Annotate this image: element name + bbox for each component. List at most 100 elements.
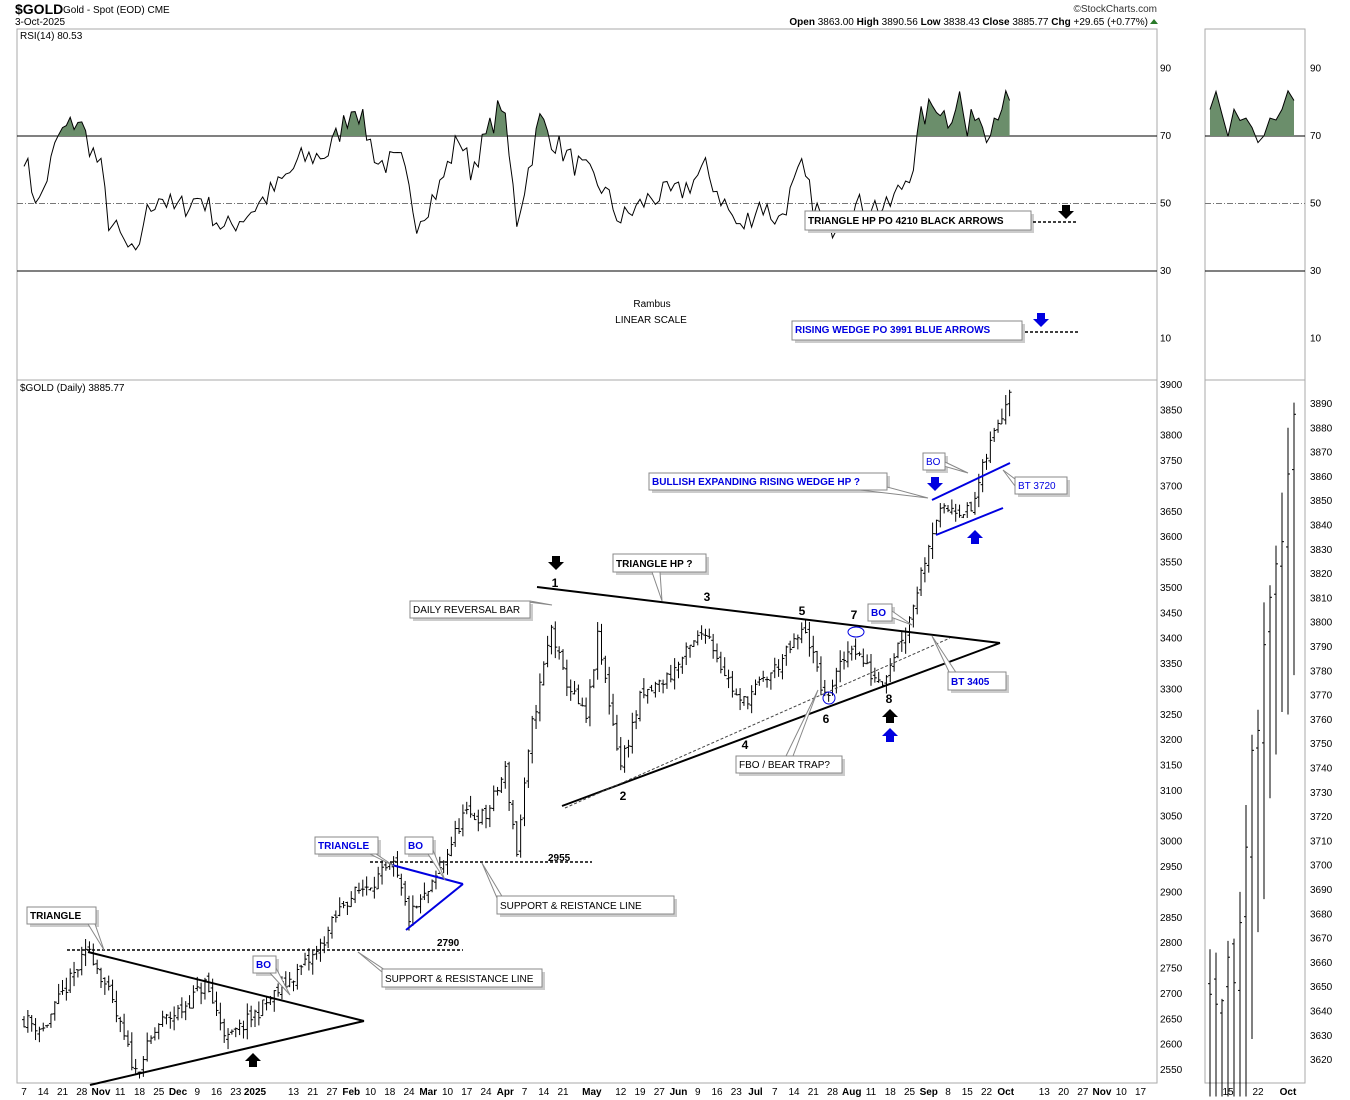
price-bar [534, 704, 539, 730]
x-tick-label: 25 [904, 1087, 916, 1098]
price-bar [168, 1011, 173, 1029]
x-tick-label: 27 [326, 1087, 338, 1098]
price-bar [256, 1001, 261, 1026]
price-bar [522, 777, 527, 827]
price-bar [503, 761, 508, 789]
price-bar [364, 876, 369, 896]
price-bar [857, 651, 862, 657]
x-tick-label: 8 [945, 1087, 951, 1098]
price-bar [799, 622, 804, 644]
price-bar [45, 1024, 50, 1028]
up-arrow-icon [245, 1053, 261, 1067]
price-bar [303, 952, 308, 966]
price-tick-label: 3150 [1160, 761, 1183, 772]
price-bar [718, 651, 723, 674]
price-bar [753, 679, 758, 696]
price-tick-label: 3450 [1160, 608, 1183, 619]
x-tick-label: 23 [230, 1087, 242, 1098]
price-bar [688, 644, 693, 658]
x-tick-label: 9 [695, 1087, 701, 1098]
price-bar [468, 795, 473, 818]
price-bar [199, 982, 204, 1005]
x-tick-label: 18 [134, 1087, 146, 1098]
price-bar [591, 669, 596, 689]
price-bar [260, 999, 265, 1017]
callout-box [947, 671, 1007, 691]
x-tick-label: 14 [38, 1087, 50, 1098]
callout-text: BO [408, 841, 423, 852]
scale-label: LINEAR SCALE [615, 315, 687, 326]
up-arrow-icon [882, 709, 898, 723]
zoom-rsi-panel [1204, 28, 1306, 381]
callout-text: TRIANGLE [30, 911, 81, 922]
x-tick-label: 21 [808, 1087, 820, 1098]
fbo-highlight-circle [822, 691, 836, 705]
x-tick-label: 24 [403, 1087, 415, 1098]
price-bar [330, 916, 334, 939]
x-tick-label: 17 [1135, 1087, 1147, 1098]
zoom-price-tick-label: 3740 [1310, 764, 1333, 775]
zoom-price-panel [1204, 379, 1306, 1084]
price-bar [942, 503, 947, 514]
price-tick-label: 2850 [1160, 913, 1183, 924]
price-bar [634, 710, 639, 730]
symbol: $GOLD [15, 1, 63, 17]
wave-points: 1 2 3 4 5 6 7 8 [552, 576, 893, 803]
price-bar [110, 979, 115, 1004]
price-bar [380, 858, 385, 885]
price-bar [68, 968, 73, 993]
price-bar [803, 619, 808, 634]
x-tick-label: 9 [194, 1087, 200, 1098]
description: Gold - Spot (EOD) CME [63, 5, 170, 16]
callout-text: SUPPORT & REISTANCE LINE [500, 901, 642, 912]
callout-label: BT 3720 [1002, 469, 1070, 497]
price-bar [514, 821, 519, 857]
x-tick-label: Nov [1093, 1087, 1112, 1098]
price-bar [953, 503, 958, 522]
price-tick-label: 3100 [1160, 786, 1183, 797]
price-tick-label: 3900 [1160, 380, 1183, 391]
price-bar [626, 739, 631, 758]
ohlc-readout: Open 3863.00 High 3890.56 Low 3838.43 Cl… [789, 17, 1148, 28]
chart-date: 3-Oct-2025 [15, 17, 65, 28]
blue-trendlines [391, 462, 1011, 931]
price-bar [472, 812, 477, 821]
price-bar [125, 1030, 130, 1047]
price-bar [75, 969, 80, 978]
price-bar [152, 1027, 157, 1041]
price-bar [414, 905, 419, 909]
price-bar [491, 785, 496, 812]
price-bar [1003, 395, 1008, 425]
callout-text: DAILY REVERSAL BAR [413, 605, 520, 616]
point-7: 7 [851, 608, 858, 622]
price-bar [183, 1001, 188, 1021]
callout-box [867, 603, 893, 622]
zoom-price-tick-label: 3890 [1310, 399, 1333, 410]
price-bar [64, 977, 69, 1001]
price-bar [52, 1001, 57, 1021]
price-bar [460, 804, 465, 837]
price-bar [792, 633, 796, 648]
price-bar [618, 737, 623, 771]
price-bar [510, 799, 515, 830]
price-bar [587, 679, 592, 727]
price-bar [480, 808, 485, 825]
price-bar [695, 630, 700, 646]
bo-highlight-ellipse [847, 626, 865, 638]
price-tick-label: 3250 [1160, 710, 1183, 721]
price-tick-label: 2550 [1160, 1065, 1183, 1076]
zoom-price-bar [1262, 602, 1266, 900]
x-tick-label: 21 [557, 1087, 569, 1098]
up-triangle-icon [1150, 19, 1158, 24]
zoom-price-bar [1274, 545, 1278, 755]
price-bar [780, 654, 785, 680]
zoom-price-tick-label: 3730 [1310, 788, 1333, 799]
callout-box [648, 472, 888, 491]
zoom-price-tick-label: 3860 [1310, 472, 1333, 483]
zoom-price-tick-label: 3840 [1310, 521, 1333, 532]
x-tick-label: 14 [538, 1087, 550, 1098]
x-tick-label: 28 [76, 1087, 88, 1098]
price-bar [922, 557, 927, 583]
price-bar [946, 504, 950, 513]
x-tick-label: 16 [211, 1087, 223, 1098]
